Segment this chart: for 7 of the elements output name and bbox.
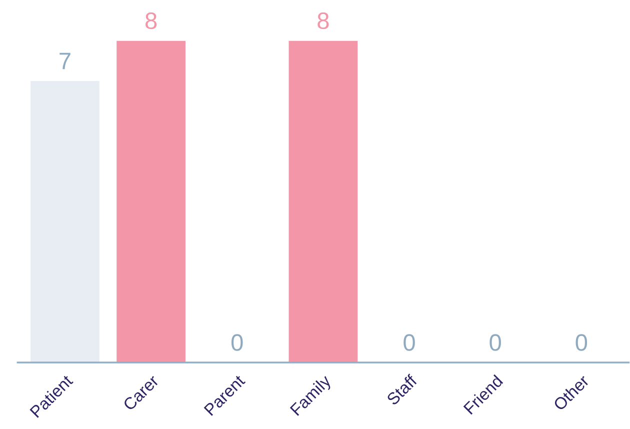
data-label: 0 [490,334,501,351]
data-label: 7 [60,52,70,70]
data-label: 8 [146,12,157,30]
data-label: 0 [404,334,415,351]
data-label: 0 [231,334,243,351]
data-label: 8 [318,12,329,30]
data-label: 0 [576,334,588,351]
